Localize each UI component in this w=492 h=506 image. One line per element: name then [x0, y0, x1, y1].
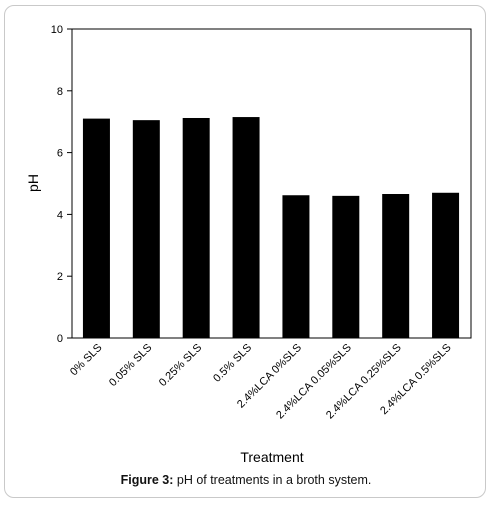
x-tick-label: 0.5% SLS — [211, 342, 254, 385]
y-tick-label: 0 — [57, 333, 63, 345]
bar — [282, 195, 310, 338]
bar — [432, 192, 460, 338]
x-tick-label: 0% SLS — [68, 342, 105, 379]
y-axis-label: pH — [25, 174, 41, 192]
bar — [232, 117, 260, 338]
x-tick-label: 0.05% SLS — [107, 342, 154, 389]
y-axis: 0 2 4 6 8 10 — [51, 24, 72, 345]
y-tick-label: 2 — [57, 271, 63, 283]
y-tick-label: 8 — [57, 86, 63, 98]
y-tick-label: 10 — [51, 24, 63, 36]
bar — [132, 120, 160, 338]
caption-text: pH of treatments in a broth system. — [173, 473, 372, 487]
bar — [382, 194, 410, 338]
x-axis-label: Treatment — [240, 449, 303, 465]
bar — [82, 118, 110, 338]
y-tick-label: 4 — [57, 209, 63, 221]
x-tick-label: 0.25% SLS — [157, 342, 204, 389]
bar-chart: 0 2 4 6 8 10 0% SLS 0.05% SLS 0.25% SLS 0.5% SLS… — [25, 24, 472, 465]
caption-label: Figure 3: — [120, 473, 174, 487]
plot-area — [71, 28, 472, 339]
y-tick-label: 6 — [57, 148, 63, 160]
bar — [182, 117, 210, 338]
bars-group — [82, 117, 460, 338]
figure-caption: Figure 3: pH of treatments in a broth sy… — [0, 473, 492, 487]
bar — [332, 195, 360, 338]
x-axis: 0% SLS 0.05% SLS 0.25% SLS 0.5% SLS2.4%LCA … — [68, 342, 454, 422]
